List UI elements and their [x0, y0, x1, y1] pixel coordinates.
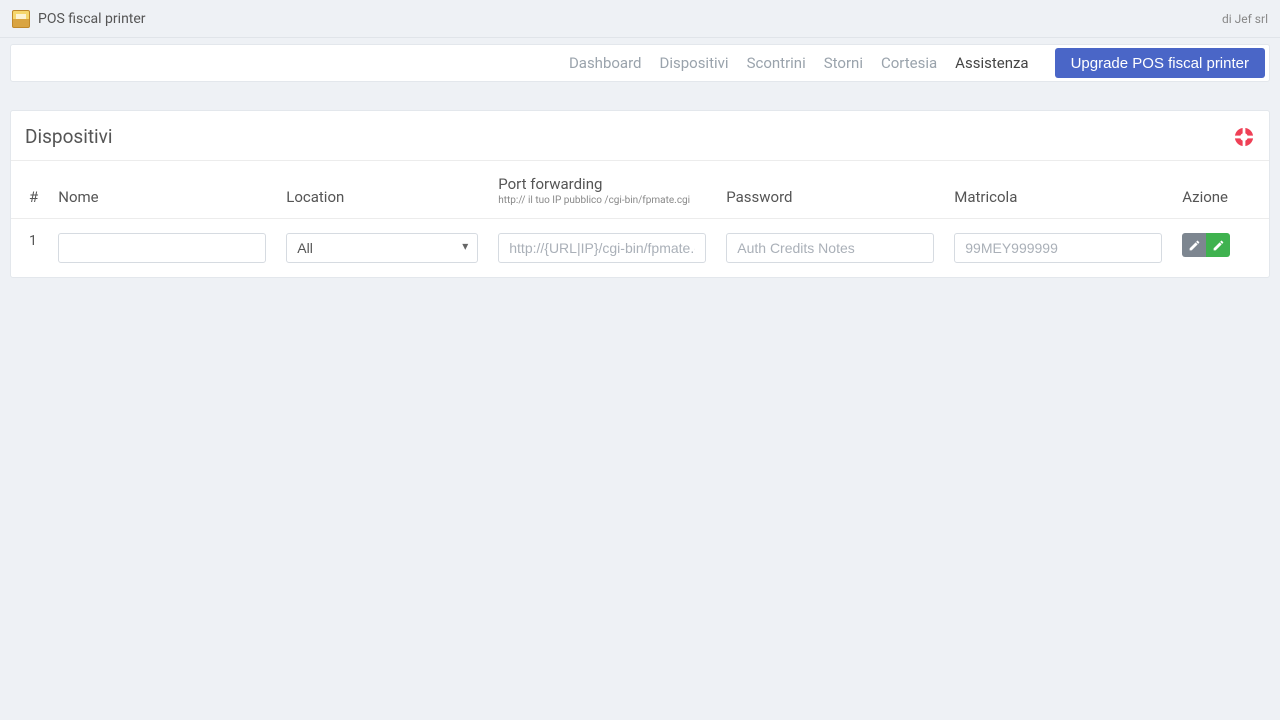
pencil-icon: [1188, 239, 1201, 252]
nav-links: Dashboard Dispositivi Scontrini Storni C…: [569, 54, 1043, 72]
th-index: #: [11, 161, 48, 219]
location-select-wrap: All: [286, 233, 478, 263]
navbar: Dashboard Dispositivi Scontrini Storni C…: [10, 44, 1270, 82]
location-select[interactable]: All: [286, 233, 478, 263]
nav-assistenza[interactable]: Assistenza: [955, 54, 1028, 72]
panel-title: Dispositivi: [25, 125, 113, 148]
port-input[interactable]: [498, 233, 706, 263]
topbar-left: POS fiscal printer: [12, 10, 146, 28]
panel-header: Dispositivi: [11, 111, 1269, 161]
app-icon: [12, 10, 30, 28]
action-buttons: [1182, 233, 1230, 257]
password-input[interactable]: [726, 233, 934, 263]
th-port-label: Port forwarding: [498, 175, 602, 193]
row-index: 1: [11, 219, 48, 278]
topbar: POS fiscal printer di Jef srl: [0, 0, 1280, 38]
devices-panel: Dispositivi # Nome Location Port forward…: [10, 110, 1270, 278]
table-row: 1 All: [11, 219, 1269, 278]
confirm-button[interactable]: [1206, 233, 1230, 257]
th-azione: Azione: [1172, 161, 1269, 219]
help-icon[interactable]: [1233, 126, 1255, 148]
upgrade-button[interactable]: Upgrade POS fiscal printer: [1055, 48, 1265, 78]
pencil-icon: [1212, 239, 1225, 252]
th-location: Location: [276, 161, 488, 219]
nav-scontrini[interactable]: Scontrini: [747, 54, 806, 72]
devices-table: # Nome Location Port forwarding http:// …: [11, 161, 1269, 277]
th-port-sub: http:// il tuo IP pubblico /cgi-bin/fpma…: [498, 195, 706, 206]
app-title: POS fiscal printer: [38, 11, 146, 27]
nav-storni[interactable]: Storni: [824, 54, 863, 72]
nome-input[interactable]: [58, 233, 266, 263]
th-port: Port forwarding http:// il tuo IP pubbli…: [488, 161, 716, 219]
th-nome: Nome: [48, 161, 276, 219]
th-password: Password: [716, 161, 944, 219]
nav-dashboard[interactable]: Dashboard: [569, 54, 642, 72]
nav-cortesia[interactable]: Cortesia: [881, 54, 937, 72]
matricola-input[interactable]: [954, 233, 1162, 263]
nav-dispositivi[interactable]: Dispositivi: [659, 54, 728, 72]
topbar-credit: di Jef srl: [1222, 12, 1268, 26]
edit-button[interactable]: [1182, 233, 1206, 257]
th-matricola: Matricola: [944, 161, 1172, 219]
